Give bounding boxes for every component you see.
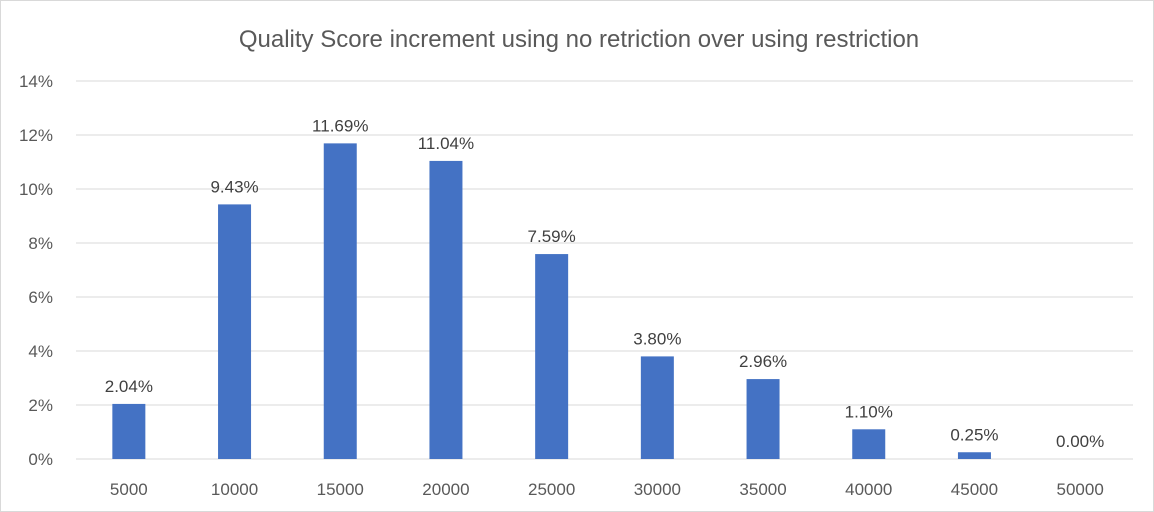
y-tick-label: 0% (28, 450, 53, 469)
data-label: 11.69% (312, 116, 368, 135)
bar-15000 (323, 143, 357, 459)
x-axis-ticks: 5000 10000 15000 20000 25000 30000 35000 40000 4… (110, 480, 1104, 499)
chart-title: Quality Score increment using no retrict… (239, 26, 919, 53)
bar-25000 (535, 254, 569, 459)
bar-20000 (429, 160, 463, 460)
data-label: 2.04% (105, 377, 153, 396)
data-label: 11.04% (418, 134, 474, 153)
x-tick-label: 35000 (739, 480, 786, 499)
x-tick-label: 20000 (422, 480, 469, 499)
bar-35000 (746, 379, 780, 459)
y-tick-label: 6% (28, 288, 53, 307)
y-tick-label: 2% (28, 396, 53, 415)
bar-5000 (112, 403, 146, 459)
data-label: 1.10% (845, 402, 893, 421)
x-tick-label: 25000 (528, 480, 575, 499)
bar-45000 (957, 452, 991, 459)
bars (112, 143, 991, 460)
data-label: 0.00% (1056, 432, 1104, 451)
data-label: 0.25% (950, 425, 998, 444)
gridlines (76, 80, 1133, 460)
data-label: 7.59% (528, 227, 576, 246)
x-tick-label: 50000 (1057, 480, 1104, 499)
y-axis-ticks: 0% 2% 4% 6% 8% 10% 12% 14% (19, 72, 53, 469)
x-tick-label: 15000 (317, 480, 364, 499)
data-label: 2.96% (739, 352, 787, 371)
x-tick-label: 45000 (951, 480, 998, 499)
data-label: 3.80% (633, 329, 681, 348)
x-tick-label: 40000 (845, 480, 892, 499)
data-label: 9.43% (210, 177, 258, 196)
x-tick-label: 30000 (634, 480, 681, 499)
x-tick-label: 10000 (211, 480, 258, 499)
y-tick-label: 10% (19, 180, 53, 199)
data-labels: 2.04% 9.43% 11.69% 11.04% 7.59% 3.80% 2.96% 1.1… (105, 116, 1105, 451)
y-tick-label: 4% (28, 342, 53, 361)
bar-10000 (218, 204, 252, 459)
x-tick-label: 5000 (110, 480, 148, 499)
y-tick-label: 14% (19, 72, 53, 91)
y-tick-label: 12% (19, 126, 53, 145)
y-tick-label: 8% (28, 234, 53, 253)
bar-40000 (852, 429, 886, 459)
bar-30000 (640, 356, 674, 459)
